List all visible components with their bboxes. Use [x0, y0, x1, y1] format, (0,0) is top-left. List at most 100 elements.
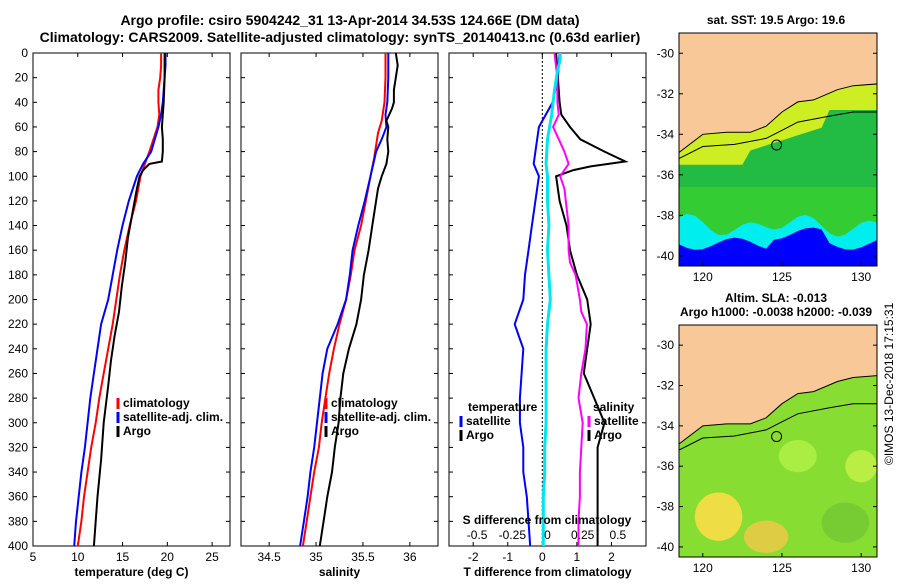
legend-title: salinity: [593, 400, 635, 414]
legend-label: satellite-adj. clim.: [331, 410, 431, 424]
title-line-2: Climatology: CARS2009. Satellite-adjuste…: [40, 29, 641, 45]
s-axis-label: S difference from climatology: [463, 513, 632, 527]
difference-series-2: [551, 52, 588, 546]
anomaly-blob: [821, 502, 870, 543]
y-tick-label: 320: [8, 440, 28, 454]
profile-marker: [771, 431, 783, 443]
map-bottom-title-1: Altim. SLA: -0.013: [725, 291, 827, 305]
s-tick-label: -0.5: [467, 528, 488, 542]
map-frame: [678, 324, 878, 558]
lon-tick-label: 130: [851, 561, 871, 575]
s-tick-label: 0.25: [571, 528, 595, 542]
coastline: [679, 83, 877, 153]
y-tick-label: 140: [8, 219, 28, 233]
legend-label: climatology: [331, 396, 398, 410]
x-tick-label: 15: [116, 550, 130, 564]
y-tick-label: 40: [15, 95, 29, 109]
anomaly-blob: [845, 450, 877, 483]
lat-tick-label: -30: [657, 338, 675, 352]
plot-frame: [240, 52, 439, 547]
legend-label: climatology: [123, 396, 190, 410]
y-tick-label: 200: [8, 293, 28, 307]
y-tick-label: 340: [8, 465, 28, 479]
x-tick-label: 0: [539, 550, 546, 564]
lat-tick-label: -38: [657, 208, 675, 222]
anomaly-blob: [743, 520, 789, 553]
shelf-contour: [679, 403, 877, 451]
temperature-panel: 0 20 40 60 80 100 120 140 160 180 200 220 240 260 280 3…: [8, 46, 231, 579]
lat-tick-label: -34: [657, 127, 675, 141]
lat-tick-label: -34: [657, 419, 675, 433]
plot-frame: [32, 52, 231, 547]
x-tick-label: 34.5: [257, 550, 281, 564]
land: [679, 325, 877, 444]
x-axis-label: temperature (deg C): [74, 565, 188, 579]
x-tick-label: 20: [161, 550, 175, 564]
difference-series-3: [541, 53, 562, 546]
map-bottom-title-2: Argo h1000: -0.0038 h2000: -0.039: [680, 305, 872, 319]
y-tick-label: 0: [21, 46, 28, 60]
plot-frame: [448, 52, 647, 547]
lon-tick-label: 120: [693, 561, 713, 575]
lat-tick-label: -30: [657, 46, 675, 60]
s-tick-label: 0.5: [610, 528, 627, 542]
lon-tick-label: 130: [851, 270, 871, 284]
map-content: [679, 33, 877, 266]
legend-label: Argo: [123, 424, 151, 438]
legend-label: satellite-adj. clim.: [123, 410, 223, 424]
x-tick-label: 35.5: [351, 550, 375, 564]
legend-label: satellite: [594, 414, 639, 428]
difference-panel: -2 -1 0 1 2T difference from climatology S di…: [448, 52, 647, 579]
lon-tick-label: 125: [772, 561, 792, 575]
anomaly-blob: [694, 492, 743, 541]
lon-tick-label: 120: [693, 270, 713, 284]
lon-tick-label: 125: [772, 270, 792, 284]
legend-label: Argo: [594, 428, 622, 442]
sst-map: -30 -32 -34 -36 -38 -40 120 125 130: [657, 32, 878, 284]
y-tick-label: 160: [8, 243, 28, 257]
y-tick-label: 380: [8, 514, 28, 528]
y-tick-label: 400: [8, 539, 28, 553]
x-axis-label: T difference from climatology: [463, 565, 631, 579]
legend-label: satellite: [466, 414, 511, 428]
y-tick-label: 280: [8, 391, 28, 405]
legend-title: temperature: [468, 400, 538, 414]
anomaly-blob: [778, 439, 817, 473]
y-tick-label: 80: [15, 145, 29, 159]
temperature-series-2: [92, 53, 166, 547]
temperature-series-0: [76, 53, 163, 547]
copyright-label: ©IMOS 13-Dec-2018 17:15:31: [882, 302, 896, 465]
y-tick-label: 100: [8, 169, 28, 183]
legend-label: Argo: [331, 424, 359, 438]
x-tick-label: -2: [468, 550, 479, 564]
lat-tick-label: -40: [657, 249, 675, 263]
x-tick-label: 10: [71, 550, 85, 564]
shelf-contour: [679, 111, 877, 160]
x-axis-label: salinity: [319, 565, 361, 579]
lat-tick-label: -36: [657, 168, 675, 182]
map-content: [679, 325, 877, 557]
sla-map: -30 -32 -34 -36 -38 -40 120 125 130: [657, 324, 878, 575]
lat-tick-label: -32: [657, 87, 675, 101]
difference-series-0: [513, 52, 561, 547]
x-tick-label: 5: [30, 550, 37, 564]
x-tick-label: 25: [205, 550, 219, 564]
x-tick-label: 2: [608, 550, 615, 564]
x-tick-label: 35: [309, 550, 323, 564]
lat-tick-label: -40: [657, 540, 675, 554]
y-tick-label: 20: [15, 71, 29, 85]
lat-tick-label: -32: [657, 379, 675, 393]
legend-label: Argo: [466, 428, 494, 442]
x-tick-label: 1: [574, 550, 581, 564]
y-tick-label: 360: [8, 490, 28, 504]
x-tick-label: 36: [403, 550, 417, 564]
salinity-panel: 34.5 35 35.5 36 salinity climatologysatellite…: [240, 52, 439, 579]
coastline: [679, 375, 877, 445]
y-tick-label: 180: [8, 268, 28, 282]
profile-marker: [771, 139, 783, 151]
y-tick-label: 220: [8, 317, 28, 331]
map-top-title: sat. SST: 19.5 Argo: 19.6: [707, 13, 846, 27]
map-frame: [678, 32, 878, 267]
title-line-1: Argo profile: csiro 5904242_31 13-Apr-20…: [120, 12, 579, 28]
